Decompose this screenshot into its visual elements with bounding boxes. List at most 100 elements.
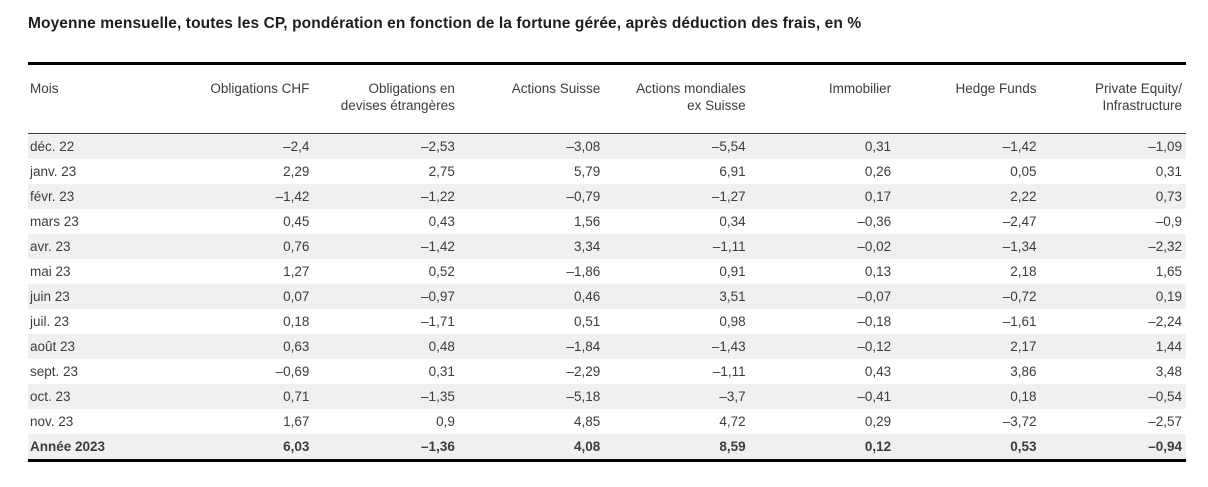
value-cell: 2,75 (428, 164, 455, 179)
value-cell: –2,53 (421, 139, 455, 154)
value-cell: 0,34 (719, 214, 746, 229)
column-header-7: Private Equity/ Infrastructure (1094, 81, 1182, 113)
value-cell: 0,13 (864, 264, 892, 279)
value-cell: 6,03 (283, 439, 310, 454)
value-cell: –0,41 (857, 389, 892, 404)
monthly-performance-table: Mois Obligations CHF Obligations en devise… (28, 62, 1186, 462)
value-cell: 0,07 (283, 289, 310, 304)
value-cell: 0,19 (1155, 289, 1182, 304)
value-cell: 0,71 (283, 389, 310, 404)
value-cell: 0,43 (864, 364, 892, 379)
value-cell: 2,18 (1010, 264, 1037, 279)
row-label: avr. 23 (30, 239, 71, 254)
value-cell: 0,46 (573, 289, 601, 304)
value-cell: –2,57 (1148, 414, 1182, 429)
table-row: oct. 23 0,71 –1,35 –5,18 –3,7 –0,41 0,18 –0,54 (28, 384, 1186, 409)
value-cell: –1,84 (566, 339, 601, 354)
row-label: févr. 23 (30, 189, 75, 204)
value-cell: –0,36 (857, 214, 892, 229)
value-cell: 3,86 (1010, 364, 1037, 379)
value-cell: 0,9 (436, 414, 455, 429)
value-cell: 0,31 (428, 364, 455, 379)
value-cell: –3,08 (566, 139, 601, 154)
value-cell: –0,07 (857, 289, 892, 304)
value-cell: 4,08 (573, 439, 601, 454)
value-cell: 3,34 (573, 239, 601, 254)
column-header-3: Actions Suisse (511, 81, 601, 96)
table-row: juil. 23 0,18 –1,71 0,51 0,98 –0,18 –1,61 –2,24 (28, 309, 1186, 334)
value-cell: 3,51 (719, 289, 746, 304)
value-cell: –1,11 (712, 364, 746, 379)
value-cell: 0,76 (283, 239, 310, 254)
value-cell: 3,48 (1155, 364, 1182, 379)
value-cell: –1,11 (712, 239, 746, 254)
column-header-1: Obligations CHF (210, 81, 310, 96)
value-cell: –5,18 (566, 389, 601, 404)
table-row: févr. 23 –1,42 –1,22 –0,79 –1,27 0,17 2,22 0,73 (28, 184, 1186, 209)
table-row: sept. 23 –0,69 0,31 –2,29 –1,11 0,43 3,86 3,48 (28, 359, 1186, 384)
row-label: oct. 23 (30, 389, 71, 404)
table-title: Moyenne mensuelle, toutes les CP, pondér… (28, 15, 862, 32)
value-cell: 1,65 (1155, 264, 1182, 279)
value-cell: –0,18 (857, 314, 892, 329)
row-label: juin 23 (30, 289, 70, 304)
value-cell: 2,22 (1010, 189, 1037, 204)
value-cell: –1,09 (1148, 139, 1182, 154)
value-cell: 0,43 (428, 214, 455, 229)
value-cell: –0,69 (275, 364, 310, 379)
row-label: déc. 22 (30, 139, 75, 154)
value-cell: 1,27 (283, 264, 310, 279)
value-cell: 6,91 (719, 164, 746, 179)
row-label: sept. 23 (30, 364, 79, 379)
value-cell: 0,45 (283, 214, 310, 229)
value-cell: 0,26 (864, 164, 892, 179)
value-cell: –0,94 (1148, 439, 1182, 454)
row-label: janv. 23 (30, 164, 77, 179)
value-cell: 1,44 (1155, 339, 1182, 354)
table-header: Mois Obligations CHF Obligations en devise… (28, 63, 1186, 134)
value-cell: –0,9 (1155, 214, 1182, 229)
value-cell: 5,79 (573, 164, 601, 179)
value-cell: 0,29 (864, 414, 892, 429)
value-cell: 0,98 (719, 314, 746, 329)
value-cell: –1,34 (1002, 239, 1037, 254)
table-row: mars 23 0,45 0,43 1,56 0,34 –0,36 –2,47 –0,9 (28, 209, 1186, 234)
value-cell: 0,18 (283, 314, 310, 329)
table-body: déc. 22 –2,4 –2,53 –3,08 –5,54 0,31 –1,42 –1,09… (28, 133, 1186, 461)
total-row: Année 2023 6,03 –1,36 4,08 8,59 0,12 0,53 –0,94 (28, 434, 1186, 461)
value-cell: 0,31 (1155, 164, 1182, 179)
row-label: Année 2023 (30, 439, 106, 454)
value-cell: –0,54 (1148, 389, 1182, 404)
table-row: déc. 22 –2,4 –2,53 –3,08 –5,54 0,31 –1,42 –1,09 (28, 133, 1186, 159)
column-header-2: Obligations en devises étrangères (340, 81, 455, 113)
table-row: janv. 23 2,29 2,75 5,79 6,91 0,26 0,05 0,31 (28, 159, 1186, 184)
table-row: nov. 23 1,67 0,9 4,85 4,72 0,29 –3,72 –2,57 (28, 409, 1186, 434)
value-cell: –2,29 (566, 364, 601, 379)
value-cell: 0,51 (573, 314, 601, 329)
value-cell: 4,72 (719, 414, 746, 429)
value-cell: –1,42 (421, 239, 455, 254)
value-cell: –1,42 (275, 189, 310, 204)
value-cell: 1,67 (283, 414, 310, 429)
value-cell: –2,32 (1148, 239, 1182, 254)
value-cell: 0,73 (1155, 189, 1182, 204)
header-row: Mois Obligations CHF Obligations en devise… (28, 63, 1186, 134)
value-cell: –1,35 (421, 389, 455, 404)
column-header-4: Actions mondiales ex Suisse (636, 81, 746, 113)
value-cell: 0,17 (864, 189, 892, 204)
value-cell: –1,27 (711, 189, 746, 204)
value-cell: –5,54 (711, 139, 746, 154)
value-cell: 0,48 (428, 339, 455, 354)
value-cell: 0,53 (1010, 439, 1037, 454)
row-label: août 23 (30, 339, 76, 354)
value-cell: 8,59 (719, 439, 746, 454)
row-label: mars 23 (30, 214, 79, 229)
value-cell: 2,17 (1010, 339, 1037, 354)
value-cell: –1,42 (1002, 139, 1037, 154)
table-row: avr. 23 0,76 –1,42 3,34 –1,11 –0,02 –1,34 –2,32 (28, 234, 1186, 259)
value-cell: 0,18 (1010, 389, 1037, 404)
value-cell: –0,79 (566, 189, 601, 204)
value-cell: –1,71 (421, 314, 455, 329)
value-cell: 0,12 (864, 439, 892, 454)
